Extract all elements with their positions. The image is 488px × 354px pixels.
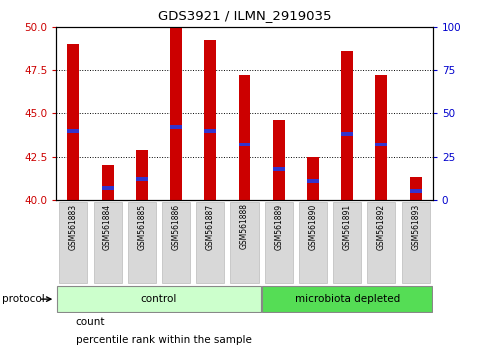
Text: percentile rank within the sample: percentile rank within the sample (76, 335, 251, 345)
Bar (306, 156, 318, 200)
Bar (170, 27, 182, 200)
FancyBboxPatch shape (93, 202, 122, 283)
Text: GSM561887: GSM561887 (205, 204, 214, 250)
FancyBboxPatch shape (59, 202, 87, 283)
Text: GSM561891: GSM561891 (342, 204, 351, 250)
Text: GDS3921 / ILMN_2919035: GDS3921 / ILMN_2919035 (158, 9, 330, 22)
Bar (170, 125, 182, 129)
Bar (341, 132, 352, 136)
Bar (238, 143, 250, 147)
Bar (272, 167, 284, 171)
FancyBboxPatch shape (332, 202, 361, 283)
Text: microbiota depleted: microbiota depleted (294, 294, 399, 304)
Text: control: control (141, 294, 177, 304)
Text: GSM561886: GSM561886 (171, 204, 180, 250)
FancyBboxPatch shape (57, 286, 261, 312)
Bar (375, 143, 386, 147)
Bar (238, 75, 250, 200)
FancyBboxPatch shape (127, 202, 156, 283)
Bar (136, 150, 147, 200)
Bar (409, 189, 421, 193)
FancyBboxPatch shape (298, 202, 326, 283)
Text: GSM561889: GSM561889 (274, 204, 283, 250)
Bar (306, 179, 318, 183)
FancyBboxPatch shape (366, 202, 395, 283)
Bar (102, 186, 113, 190)
FancyBboxPatch shape (230, 202, 258, 283)
Text: GSM561883: GSM561883 (69, 204, 78, 250)
Text: GSM561888: GSM561888 (240, 204, 248, 250)
FancyBboxPatch shape (196, 202, 224, 283)
Bar (409, 177, 421, 200)
FancyBboxPatch shape (262, 286, 431, 312)
Text: count: count (76, 317, 105, 327)
Text: GSM561893: GSM561893 (410, 204, 419, 250)
Bar (375, 75, 386, 200)
Text: GSM561885: GSM561885 (137, 204, 146, 250)
Text: GSM561890: GSM561890 (308, 204, 317, 250)
Bar (67, 44, 79, 200)
Text: GSM561884: GSM561884 (103, 204, 112, 250)
Bar (272, 120, 284, 200)
FancyBboxPatch shape (264, 202, 292, 283)
Bar (102, 165, 113, 200)
Bar (204, 40, 216, 200)
FancyBboxPatch shape (162, 202, 190, 283)
Bar (341, 51, 352, 200)
Bar (204, 129, 216, 132)
FancyBboxPatch shape (401, 202, 429, 283)
Text: protocol: protocol (2, 294, 45, 304)
Bar (136, 177, 147, 181)
Text: GSM561892: GSM561892 (376, 204, 385, 250)
Bar (67, 129, 79, 132)
